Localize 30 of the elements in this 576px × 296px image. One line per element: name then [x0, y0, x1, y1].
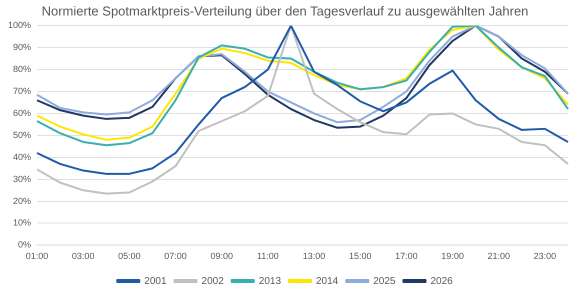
y-tick-label: 70% [13, 86, 32, 96]
legend-label: 2001 [144, 276, 167, 287]
y-tick-label: 100% [8, 20, 32, 30]
x-tick-label: 17:00 [395, 251, 418, 262]
legend-label: 2014 [316, 276, 339, 287]
x-tick-label: 11:00 [256, 251, 279, 262]
x-tick-label: 09:00 [210, 251, 233, 262]
legend-label: 2026 [430, 276, 454, 287]
legend-label: 2025 [373, 276, 396, 287]
chart-title: Normierte Spotmarktpreis-Verteilung über den Tagesverlauf zu ausgewählten Jahren [42, 3, 528, 18]
y-tick-label: 0% [18, 240, 32, 250]
legend-label: 2013 [258, 276, 282, 287]
y-tick-label: 30% [13, 174, 32, 184]
y-tick-label: 80% [13, 64, 32, 74]
x-tick-label: 15:00 [348, 251, 372, 262]
y-tick-label: 50% [13, 130, 32, 140]
x-tick-label: 03:00 [72, 251, 94, 262]
y-tick-label: 20% [13, 196, 32, 206]
x-tick-label: 23:00 [534, 251, 556, 262]
x-tick-label: 21:00 [487, 251, 510, 262]
y-tick-label: 60% [13, 108, 32, 118]
x-tick-label: 07:00 [164, 251, 187, 262]
x-tick-label: 19:00 [441, 251, 464, 262]
y-tick-label: 90% [13, 42, 32, 52]
y-tick-label: 40% [13, 152, 32, 162]
x-tick-label: 13:00 [302, 251, 326, 262]
x-tick-label: 01:00 [26, 251, 48, 262]
legend-label: 2002 [202, 276, 224, 287]
y-tick-label: 10% [13, 218, 32, 228]
x-tick-label: 05:00 [118, 251, 141, 262]
